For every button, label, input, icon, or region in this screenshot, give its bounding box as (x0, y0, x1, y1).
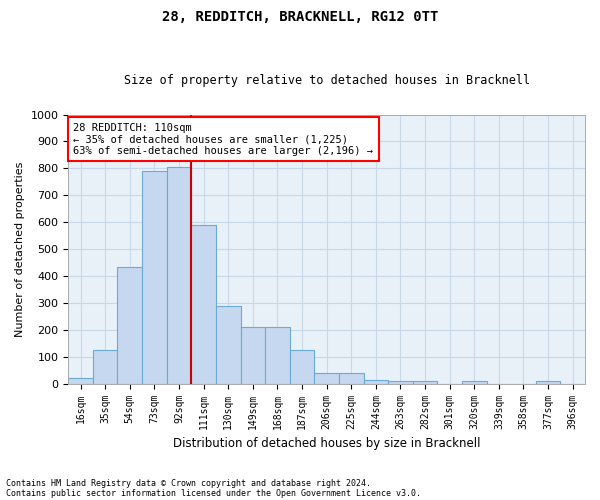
Bar (388, 381, 413, 384)
Bar (142, 171, 167, 384)
Bar (216, 306, 241, 384)
Y-axis label: Number of detached properties: Number of detached properties (15, 162, 25, 337)
X-axis label: Distribution of detached houses by size in Bracknell: Distribution of detached houses by size … (173, 437, 481, 450)
Text: Contains HM Land Registry data © Crown copyright and database right 2024.: Contains HM Land Registry data © Crown c… (6, 478, 371, 488)
Bar (314, 373, 339, 384)
Text: 28, REDDITCH, BRACKNELL, RG12 0TT: 28, REDDITCH, BRACKNELL, RG12 0TT (162, 10, 438, 24)
Bar (167, 167, 191, 384)
Bar (462, 381, 487, 384)
Bar (68, 378, 93, 384)
Bar (339, 373, 364, 384)
Text: 28 REDDITCH: 110sqm
← 35% of detached houses are smaller (1,225)
63% of semi-det: 28 REDDITCH: 110sqm ← 35% of detached ho… (73, 122, 373, 156)
Bar (265, 327, 290, 384)
Bar (290, 350, 314, 384)
Bar (536, 381, 560, 384)
Bar (93, 350, 118, 384)
Title: Size of property relative to detached houses in Bracknell: Size of property relative to detached ho… (124, 74, 530, 87)
Bar (364, 380, 388, 384)
Text: Contains public sector information licensed under the Open Government Licence v3: Contains public sector information licen… (6, 488, 421, 498)
Bar (413, 381, 437, 384)
Bar (241, 327, 265, 384)
Bar (118, 266, 142, 384)
Bar (191, 225, 216, 384)
